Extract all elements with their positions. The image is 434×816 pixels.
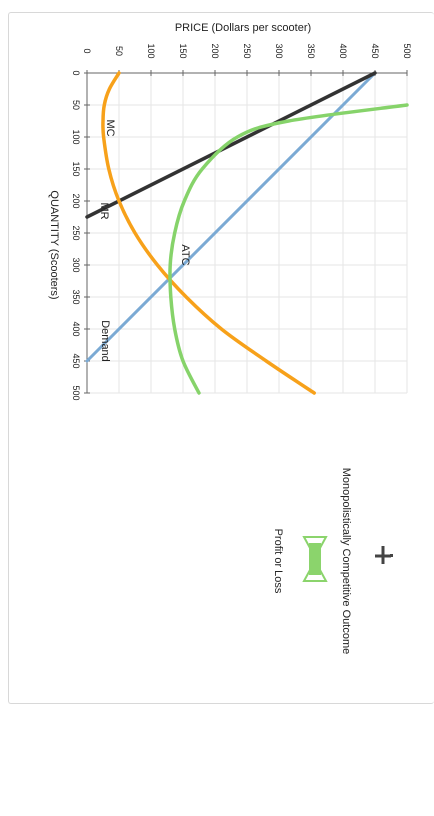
curve-label-atc: ATC (179, 244, 191, 265)
legend-title: Monopolistically Competitive Outcome (340, 468, 352, 654)
price-tick-label: 500 (402, 43, 412, 58)
curve-mc[interactable] (101, 71, 316, 395)
legend-item-label: Profit or Loss (272, 529, 284, 594)
curve-demand[interactable] (85, 71, 377, 363)
curve-mr[interactable] (85, 71, 377, 219)
quantity-tick-label: 50 (71, 100, 81, 110)
move-icon[interactable] (375, 546, 393, 564)
quantity-tick-label: 450 (71, 353, 81, 368)
price-tick-label: 50 (114, 46, 124, 56)
curve-label-mr: MR (98, 202, 110, 219)
price-tick-label: 450 (370, 43, 380, 58)
curve-label-demand: Demand (99, 320, 111, 362)
quantity-tick-label: 150 (71, 161, 81, 176)
profit-or-loss-swatch[interactable] (302, 536, 328, 582)
price-tick-label: 400 (338, 43, 348, 58)
price-tick-label: 100 (146, 43, 156, 58)
graph-panel: 0 50 100 150 200 250 300 350 400 450 500 0 50 100 150 2… (8, 12, 434, 704)
quantity-tick-label: 350 (71, 289, 81, 304)
price-tick-label: 0 (82, 48, 92, 53)
quantity-tick-label: 300 (71, 257, 81, 272)
price-tick-label: 200 (210, 43, 220, 58)
price-tick-label: 350 (306, 43, 316, 58)
quantity-tick-label: 400 (71, 321, 81, 336)
price-tick-label: 150 (178, 43, 188, 58)
plot-layer: 0 50 100 150 200 250 300 350 400 450 500 0 50 100 150 2… (71, 43, 412, 400)
quantity-tick-label: 250 (71, 225, 81, 240)
curve-atc[interactable] (168, 103, 409, 395)
price-tick-label: 300 (274, 43, 284, 58)
quantity-tick-label: 100 (71, 129, 81, 144)
quantity-tick-label: 200 (71, 193, 81, 208)
y-axis-title: PRICE (Dollars per scooter) (175, 22, 311, 34)
x-axis-title: QUANTITY (Scooters) (48, 190, 60, 299)
graph-area[interactable]: 0 50 100 150 200 250 300 350 400 450 500 0 50 100 150 2… (9, 13, 434, 705)
curve-label-mc: MC (104, 119, 116, 136)
price-tick-label: 250 (242, 43, 252, 58)
quantity-tick-label: 500 (71, 385, 81, 400)
quantity-tick-label: 0 (71, 70, 81, 75)
